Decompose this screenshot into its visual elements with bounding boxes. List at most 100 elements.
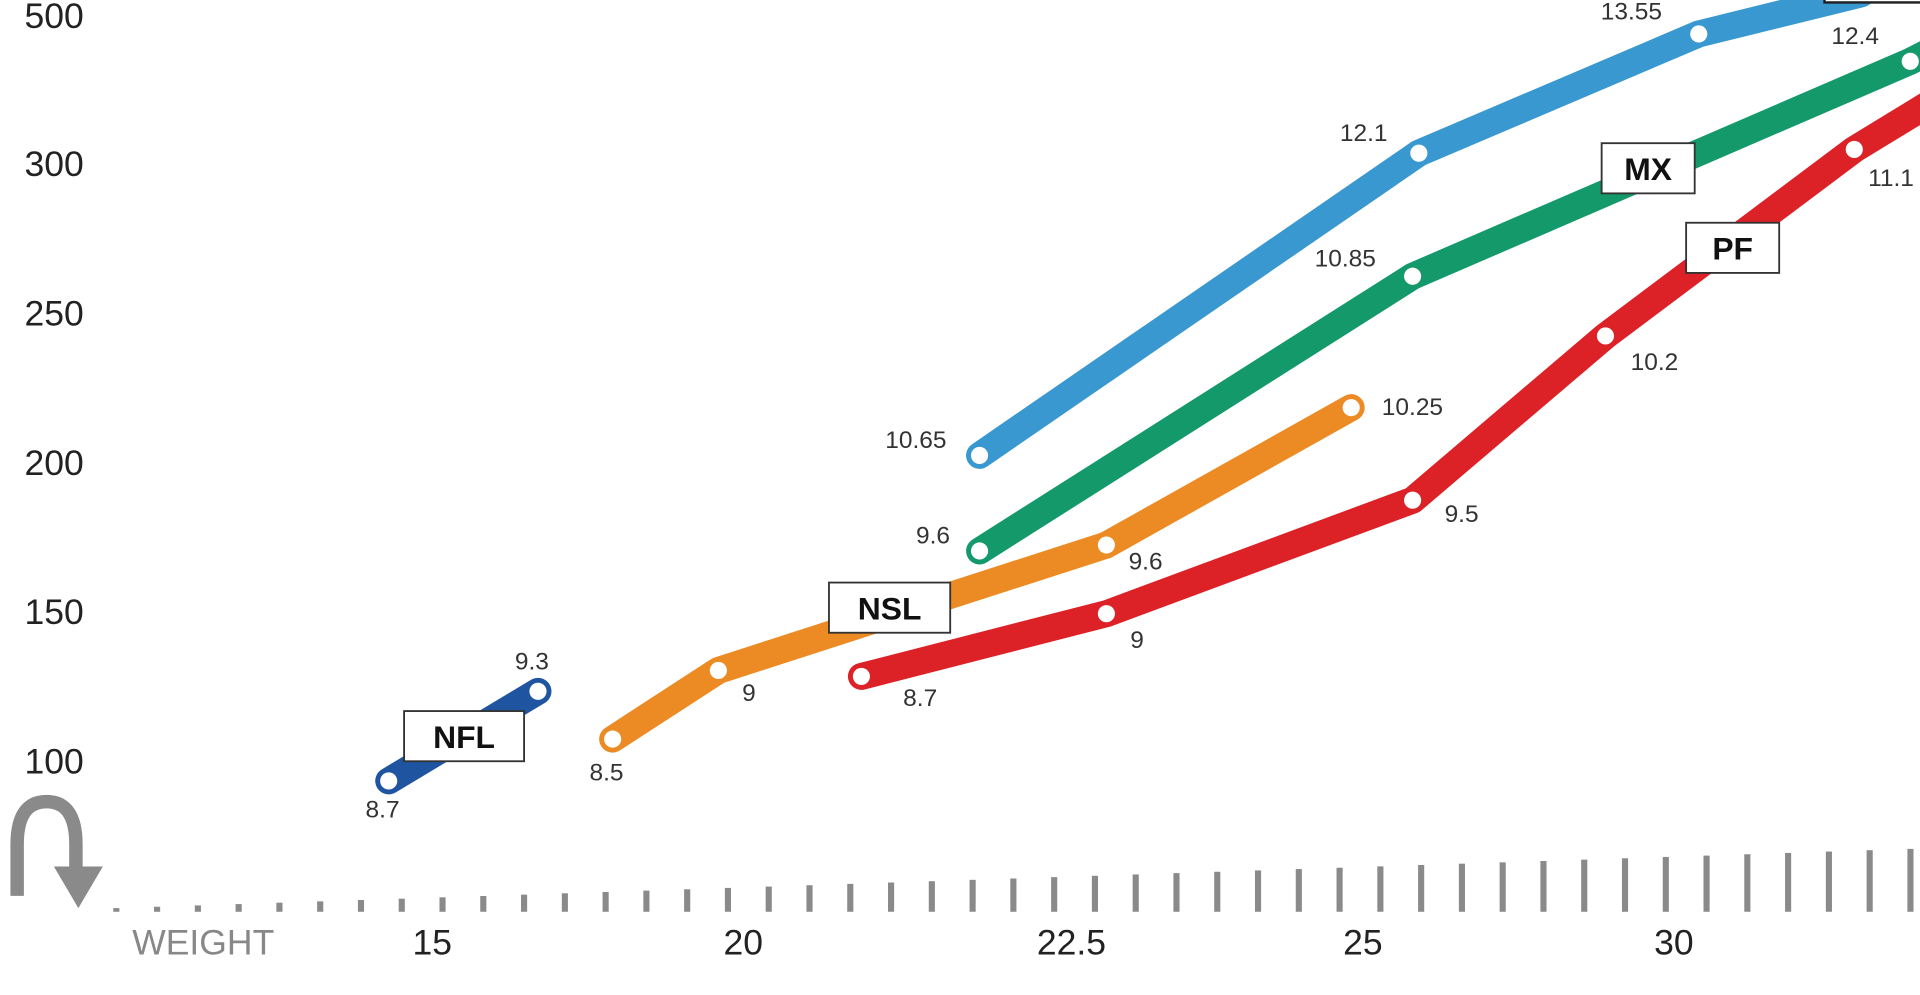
weight-scale-ticks <box>113 848 1914 912</box>
scale-tick <box>1132 874 1139 912</box>
data-point <box>529 682 547 700</box>
data-label: 8.7 <box>903 685 937 712</box>
data-label: 13.55 <box>1601 0 1662 25</box>
scale-tick <box>724 887 732 912</box>
scale-tick <box>1254 870 1262 912</box>
y-tick-label: 150 <box>24 592 83 632</box>
series-line <box>847 93 1920 690</box>
y-tick-label: 250 <box>24 294 83 334</box>
data-point <box>380 772 398 790</box>
scale-tick <box>602 891 609 912</box>
data-label: 9.6 <box>1129 548 1163 575</box>
scale-tick <box>1785 852 1792 912</box>
scale-tick <box>806 885 813 912</box>
data-label: 8.7 <box>366 797 400 824</box>
data-point <box>970 542 989 560</box>
scale-tick <box>521 894 528 912</box>
scale-tick <box>888 882 895 912</box>
scale-tick <box>113 908 120 912</box>
x-tick-label: 30 <box>1654 923 1694 963</box>
scale-tick <box>928 881 935 912</box>
scale-tick <box>1051 877 1058 912</box>
scale-tick <box>1581 859 1588 912</box>
x-tick-label: 20 <box>724 923 764 963</box>
data-point <box>1596 327 1615 345</box>
data-label: 12.4 <box>1831 23 1879 50</box>
data-label: 9 <box>742 680 756 707</box>
data-point <box>1097 536 1115 554</box>
rotate-arrow-icon <box>10 794 103 909</box>
scale-tick <box>1621 858 1629 912</box>
series-line <box>966 0 1874 469</box>
offscreen-label-box <box>1823 0 1920 4</box>
scale-tick <box>561 893 568 912</box>
data-label: 10.65 <box>885 427 946 454</box>
data-label: 9.5 <box>1445 501 1479 528</box>
series-name-label: NSL <box>858 590 922 626</box>
y-tick-label: 100 <box>24 741 83 781</box>
series-name-box: PF <box>1685 221 1781 274</box>
data-label: 10.85 <box>1315 245 1376 272</box>
data-point <box>1342 399 1360 417</box>
scale-tick <box>480 895 487 912</box>
scale-tick <box>439 897 446 912</box>
data-point <box>604 730 622 748</box>
series-name-label: MX <box>1624 151 1672 187</box>
scale-tick <box>1662 856 1669 912</box>
data-point <box>1404 267 1422 285</box>
data-point <box>1845 140 1863 159</box>
scale-tick <box>643 890 650 912</box>
scale-tick <box>1173 873 1180 912</box>
scale-tick <box>969 879 976 912</box>
scale-tick <box>1214 871 1221 912</box>
data-point <box>1404 491 1422 509</box>
scale-tick <box>1010 878 1017 912</box>
scale-tick <box>1866 850 1873 912</box>
data-label: 12.1 <box>1340 120 1388 147</box>
scale-tick <box>847 883 854 912</box>
scale-tick <box>1336 867 1343 912</box>
series-pf: 8.7 9 9.5 10.2 11.1 <box>847 93 1920 712</box>
data-point <box>970 446 989 464</box>
data-label: 11.1 <box>1868 165 1914 192</box>
data-label: 8.5 <box>590 760 624 787</box>
data-point <box>1690 25 1708 43</box>
data-label: 10.2 <box>1631 349 1679 376</box>
y-tick-label: 200 <box>24 443 83 483</box>
series-name-box: NFL <box>403 710 525 763</box>
scale-tick <box>1907 848 1914 912</box>
scale-tick <box>154 906 161 912</box>
data-point <box>1097 605 1115 623</box>
scale-tick <box>276 902 283 912</box>
scale-tick <box>765 886 772 912</box>
scale-tick <box>1458 863 1465 912</box>
scale-tick <box>317 901 324 912</box>
data-label: 9.3 <box>515 648 549 675</box>
series-name-box: NSL <box>828 581 952 634</box>
data-point <box>1410 144 1428 162</box>
scale-tick <box>1703 855 1710 912</box>
scale-tick <box>1499 862 1506 912</box>
y-tick-label: 300 <box>24 144 83 184</box>
scale-tick <box>1825 851 1832 912</box>
series-top: 10.65 12.1 13.55 <box>885 0 1874 469</box>
x-tick-label: 22.5 <box>1037 923 1106 963</box>
data-point <box>1901 52 1919 70</box>
x-axis: WEIGHT 15 20 22.5 25 30 <box>132 923 1693 963</box>
scale-tick <box>357 900 365 912</box>
scale-tick <box>1377 866 1384 912</box>
y-axis: 500 300 250 200 150 100 <box>24 0 83 781</box>
scale-tick <box>235 904 242 912</box>
x-tick-label: 25 <box>1343 923 1383 963</box>
series-name-box: MX <box>1600 142 1696 195</box>
scale-tick <box>684 889 691 912</box>
series-layer: 10.6512.113.559.610.8512.48.599.610.258.… <box>366 0 1920 824</box>
scale-tick <box>1744 854 1751 912</box>
series-nsl: 8.5 9 9.6 10.25 <box>590 394 1444 787</box>
data-label: 9 <box>1130 627 1144 654</box>
series-name-label: NFL <box>433 719 495 755</box>
data-point <box>852 667 870 685</box>
scale-tick <box>1295 869 1302 912</box>
scale-tick <box>1540 860 1547 912</box>
